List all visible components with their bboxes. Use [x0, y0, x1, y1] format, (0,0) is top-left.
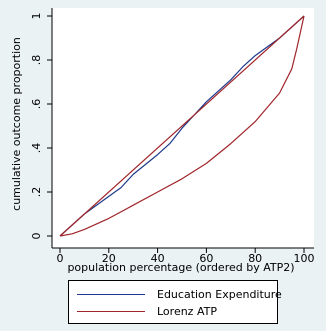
x-axis-label: population percentage (ordered by ATP2)	[67, 261, 294, 274]
x-tick-label: 20	[102, 252, 116, 265]
legend: Education Expenditure Lorenz ATP	[68, 280, 282, 324]
x-tick-label: 80	[248, 252, 262, 265]
y-tick-label: 1	[30, 13, 43, 20]
x-tick-label: 60	[199, 252, 213, 265]
y-tick-label: .2	[30, 187, 43, 198]
y-axis-label: cumulative outcome proportion	[10, 37, 23, 211]
y-tick-label: .6	[30, 99, 43, 110]
series-layer	[59, 15, 305, 237]
legend-swatch-lorenz-atp	[77, 310, 145, 312]
legend-item-education-expenditure: Education Expenditure	[77, 287, 282, 301]
legend-item-lorenz-atp: Lorenz ATP	[77, 304, 217, 318]
y-tick-label: 0	[30, 233, 43, 240]
legend-label-lorenz-atp: Lorenz ATP	[157, 304, 217, 318]
series-line-lorenz-atp	[59, 15, 305, 237]
series-line-education-expenditure	[59, 15, 305, 237]
x-tick-label: 0	[57, 252, 64, 265]
y-tick-label: .4	[30, 143, 43, 154]
legend-swatch-education-expenditure	[77, 293, 145, 295]
legend-label-education-expenditure: Education Expenditure	[157, 287, 282, 301]
y-tick-label: .8	[30, 55, 43, 66]
x-tick-label: 40	[151, 252, 165, 265]
series-line-reference-line-2	[59, 15, 305, 237]
axes-layer: 0 20 40 60 80 100 0 .2 .4 .6 .8 1	[30, 8, 315, 265]
x-tick-label: 100	[294, 252, 315, 265]
